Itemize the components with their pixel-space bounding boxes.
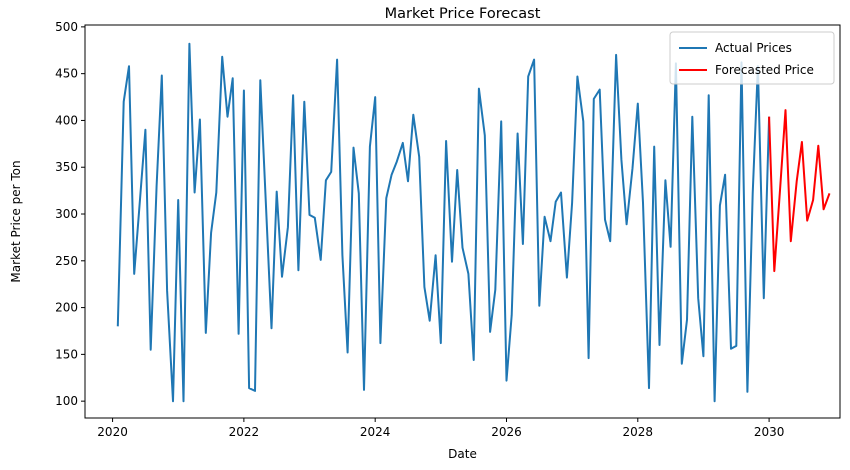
legend-label-forecasted-price: Forecasted Price <box>715 63 814 77</box>
legend: Actual Prices Forecasted Price <box>669 31 835 85</box>
legend-label-actual-prices: Actual Prices <box>715 41 792 55</box>
legend-box <box>669 31 835 85</box>
y-tick-label: 300 <box>55 207 78 221</box>
x-tick-label: 2026 <box>491 425 522 439</box>
y-axis-title: Market Price per Ton <box>9 160 23 282</box>
y-tick-label: 100 <box>55 394 78 408</box>
y-tick-label: 400 <box>55 113 78 127</box>
x-tick-label: 2028 <box>623 425 654 439</box>
x-axis-title: Date <box>448 447 477 461</box>
series-line-forecasted-price <box>768 109 831 273</box>
y-tick-label: 450 <box>55 67 78 81</box>
series-line-actual-prices <box>116 42 771 403</box>
x-tick-label: 2030 <box>754 425 785 439</box>
x-tick-label: 2024 <box>360 425 391 439</box>
y-tick-label: 500 <box>55 20 78 34</box>
series-lines <box>116 42 831 403</box>
x-tick-label: 2022 <box>229 425 260 439</box>
y-tick-label: 150 <box>55 347 78 361</box>
y-tick-label: 350 <box>55 160 78 174</box>
axis-ticks: 2020 2022 2024 2026 2028 2030 100 150 200 250 300 3… <box>55 20 784 439</box>
y-tick-label: 250 <box>55 254 78 268</box>
plot-area-frame <box>84 24 841 419</box>
x-tick-label: 2020 <box>97 425 128 439</box>
chart-title: Market Price Forecast <box>385 6 541 22</box>
y-tick-label: 200 <box>55 301 78 315</box>
